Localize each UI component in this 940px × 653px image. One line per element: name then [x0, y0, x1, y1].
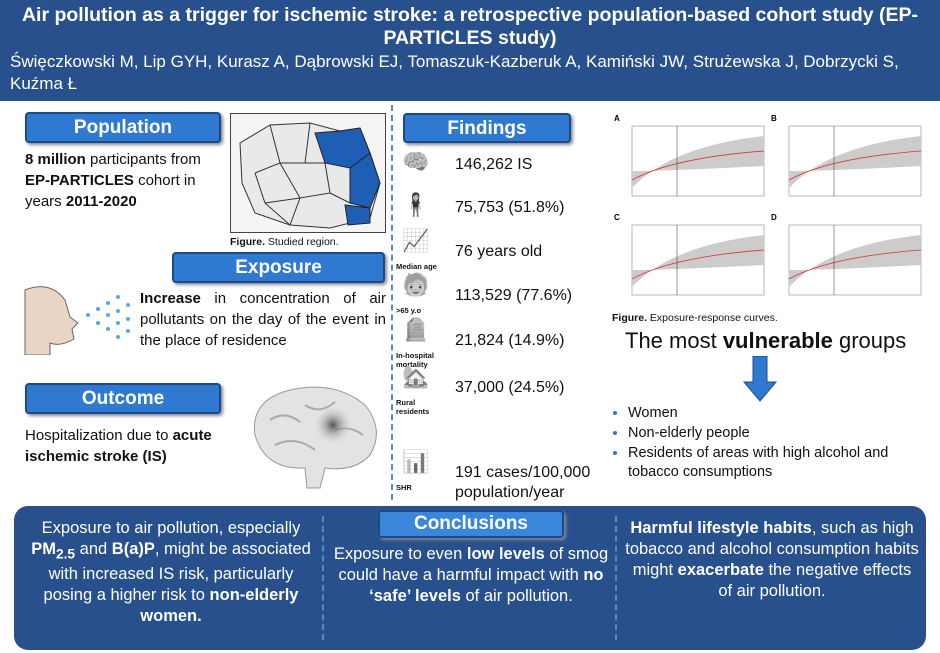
- title: Air pollution as a trigger for ischemic …: [21, 4, 919, 49]
- text-run: 2.5: [55, 546, 76, 562]
- brain-icon: [253, 386, 377, 489]
- confidence-band: [632, 235, 764, 287]
- map: [230, 113, 386, 233]
- figure-caption: Figure. Studied region.: [230, 236, 339, 248]
- text-run: in concentration of air pollutants on th…: [140, 290, 386, 349]
- vulnerable-item: Women: [628, 404, 918, 423]
- finding-icon: 🧠: [402, 149, 430, 174]
- curve: [788, 150, 922, 181]
- text-run: acute ischemic stroke (IS): [25, 427, 212, 465]
- finding-label: Rural residents: [396, 398, 430, 416]
- conclusion-text: Harmful lifestyle habits, such as high t…: [624, 518, 920, 602]
- confidence-band: [789, 235, 921, 287]
- finding-label: SHR: [396, 483, 412, 492]
- population-text: 8 million participants from EP-PARTICLES…: [25, 149, 225, 212]
- text-run: cohort in years: [25, 172, 196, 210]
- text-run: non-elderly women.: [140, 586, 299, 626]
- vulnerable-item: Residents of areas with high alcohol and…: [628, 444, 918, 482]
- finding-value: 37,000 (24.5%): [455, 379, 565, 396]
- text-run: The most: [625, 328, 723, 353]
- curve: [788, 249, 922, 280]
- text-run: vulnerable: [722, 328, 833, 353]
- divider: [322, 516, 324, 640]
- finding-value: 113,529 (77.6%): [455, 287, 573, 304]
- text-run: exacerbate: [677, 561, 764, 579]
- arrow: [742, 356, 778, 402]
- text-run: of air pollution.: [460, 587, 573, 605]
- text-run: , might be associated with increased IS …: [43, 540, 311, 605]
- finding-icon: 🪦: [402, 317, 430, 342]
- text-run: Figure.: [612, 312, 648, 324]
- curve: [631, 150, 765, 181]
- text-run: B(a)P: [111, 540, 155, 558]
- outcome-text: Hospitalization due to acute ischemic st…: [25, 425, 230, 467]
- text-run: EP-PARTICLES: [25, 172, 134, 189]
- text-run: groups: [832, 328, 907, 353]
- panel-letter: B: [771, 114, 777, 123]
- text-run: PM: [31, 540, 56, 558]
- text-run: Exposure to air pollution, especially: [41, 519, 301, 537]
- finding-label: >65 y.o: [396, 306, 422, 315]
- divider: [391, 105, 393, 500]
- text-run: low levels: [466, 545, 545, 563]
- text-run: Hospitalization due to: [25, 427, 173, 444]
- figure-curves: A B C D: [614, 114, 922, 296]
- panel-letter: C: [614, 213, 620, 222]
- text-run: Harmful lifestyle habits: [630, 519, 812, 537]
- finding-value: 191 cases/100,000 population/year: [455, 464, 591, 501]
- text-run: Exposure to even: [333, 545, 467, 563]
- figure-caption: Figure. Exposure-response curves.: [612, 312, 778, 324]
- section-heading: Findings: [403, 113, 571, 143]
- finding-value: 75,753 (51.8%): [455, 199, 565, 216]
- finding-icon: 🧍‍♀️: [402, 192, 430, 217]
- text-run: 8 million: [25, 151, 86, 168]
- text-run: Increase: [140, 290, 201, 307]
- header: Air pollution as a trigger for ischemic …: [0, 0, 940, 101]
- text-run: and: [75, 540, 112, 558]
- text-run: of smog could have a harmful impact with: [338, 545, 609, 584]
- finding-label: In-hospital mortality: [396, 351, 434, 369]
- breathing-icon: [24, 286, 130, 355]
- panel-letter: A: [614, 114, 620, 123]
- text-run: participants from: [85, 151, 201, 168]
- confidence-band: [632, 136, 764, 188]
- divider: [615, 516, 617, 640]
- exposure-text: Increase in concentration of air polluta…: [140, 288, 386, 351]
- panel-letter: D: [771, 213, 777, 222]
- section-heading: Population: [25, 112, 221, 143]
- finding-icon: 🏡: [402, 364, 430, 389]
- vulnerable-heading: The most vulnerable groups: [625, 328, 906, 354]
- vulnerable-item: Non-elderly people: [628, 424, 918, 443]
- vulnerable-list: WomenNon-elderly peopleResidents of area…: [608, 404, 918, 483]
- finding-value: 76 years old: [455, 243, 543, 260]
- section-heading: Outcome: [25, 383, 221, 414]
- conclusion-text: Exposure to even low levels of smog coul…: [332, 544, 610, 607]
- finding-icon: 📈: [402, 228, 430, 253]
- section-heading: Exposure: [172, 252, 385, 283]
- text-run: 2011-2020: [65, 193, 137, 210]
- section-heading: Conclusions: [378, 510, 564, 538]
- text-run: , such as high tobacco and alcohol consu…: [625, 519, 919, 579]
- text-run: Figure.: [230, 236, 266, 248]
- finding-icon: 📊: [402, 449, 430, 474]
- text-run: Exposure-response curves.: [647, 312, 778, 324]
- confidence-band: [789, 136, 921, 188]
- text-run: the negative effects of air pollution.: [718, 561, 912, 600]
- finding-icon: 🧓: [402, 272, 430, 297]
- text-run: Studied region.: [265, 236, 339, 248]
- curve: [631, 249, 765, 280]
- finding-value: 146,262 IS: [455, 156, 533, 173]
- authors: Święczkowski M, Lip GYH, Kurasz A, Dąbro…: [10, 52, 899, 93]
- conclusion-text: Exposure to air pollution, especially PM…: [26, 518, 316, 627]
- finding-label: Median age: [396, 262, 437, 271]
- text-run: no ‘safe’ levels: [369, 566, 604, 605]
- finding-value: 21,824 (14.9%): [455, 332, 565, 349]
